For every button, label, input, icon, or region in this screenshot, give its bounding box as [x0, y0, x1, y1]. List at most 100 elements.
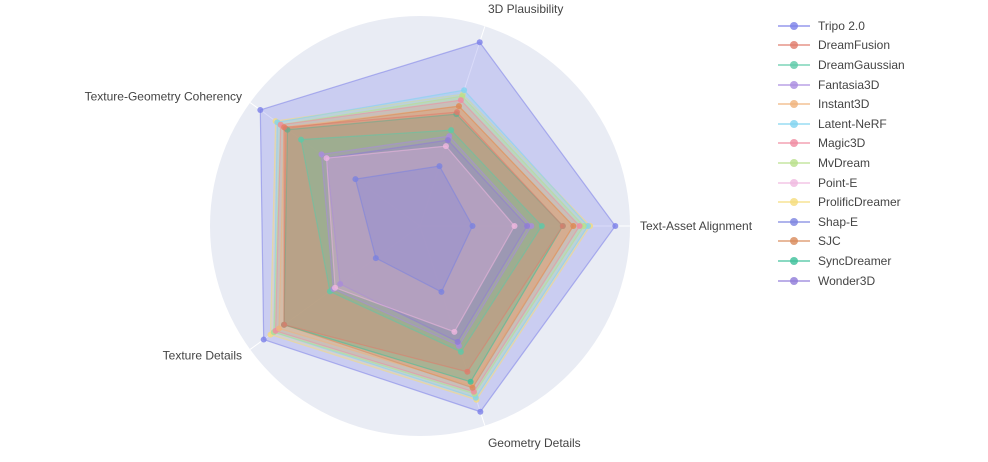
- legend-label: Wonder3D: [818, 273, 876, 288]
- legend-item-magic3d[interactable]: Magic3D: [778, 134, 905, 154]
- legend-label: Fantasia3D: [818, 77, 880, 92]
- data-point[interactable]: [585, 223, 591, 229]
- data-point[interactable]: [281, 124, 288, 131]
- data-point[interactable]: [580, 223, 587, 229]
- data-point[interactable]: [436, 163, 443, 170]
- data-point[interactable]: [444, 137, 451, 144]
- data-point[interactable]: [476, 39, 483, 46]
- axis-label: Text-Asset Alignment: [640, 219, 753, 233]
- legend-marker: [790, 119, 798, 128]
- data-point[interactable]: [442, 143, 449, 150]
- data-point[interactable]: [559, 223, 566, 229]
- data-point[interactable]: [570, 223, 577, 229]
- legend-marker: [790, 198, 798, 207]
- data-point[interactable]: [448, 127, 455, 134]
- series-area[interactable]: [320, 135, 533, 347]
- data-point[interactable]: [612, 223, 619, 229]
- data-point[interactable]: [453, 109, 460, 116]
- legend-item-mvdream[interactable]: MvDream: [778, 153, 905, 173]
- legend-swatch: [778, 276, 810, 286]
- legend-swatch: [778, 236, 810, 246]
- data-point[interactable]: [372, 255, 379, 262]
- series-point-e[interactable]: [323, 143, 518, 335]
- legend-item-instant3d[interactable]: Instant3D: [778, 94, 905, 114]
- data-point[interactable]: [257, 106, 264, 113]
- radar-series: [257, 39, 619, 415]
- axis-label: Geometry Details: [488, 436, 581, 450]
- legend-marker: [790, 80, 798, 89]
- legend-label: Shap-E: [818, 214, 859, 229]
- legend-label: SyncDreamer: [818, 253, 892, 268]
- legend-marker: [790, 178, 798, 187]
- data-point[interactable]: [260, 336, 267, 343]
- legend-swatch: [778, 60, 810, 70]
- legend-item-shap-e[interactable]: Shap-E: [778, 212, 905, 232]
- series-area[interactable]: [300, 129, 543, 353]
- legend-swatch: [778, 197, 810, 207]
- legend-item-fantasia3d[interactable]: Fantasia3D: [778, 75, 905, 95]
- data-point[interactable]: [318, 151, 325, 158]
- data-point[interactable]: [469, 384, 476, 391]
- series-area[interactable]: [354, 165, 474, 293]
- legend-marker: [790, 217, 798, 226]
- legend-marker: [790, 139, 798, 148]
- legend-label: MvDream: [818, 155, 871, 170]
- legend-label: Instant3D: [818, 97, 870, 112]
- data-point[interactable]: [275, 325, 282, 332]
- data-point[interactable]: [469, 223, 476, 229]
- data-point[interactable]: [454, 338, 461, 345]
- series-area[interactable]: [325, 145, 516, 333]
- legend: Tripo 2.0 DreamFusion DreamGaussian Fantasi…: [778, 16, 905, 290]
- series-area[interactable]: [273, 95, 585, 395]
- series-shap-e[interactable]: [352, 163, 476, 295]
- legend-item-dreamgaussian[interactable]: DreamGaussian: [778, 55, 905, 75]
- series-magic3d[interactable]: [272, 97, 583, 395]
- data-point[interactable]: [455, 103, 462, 110]
- legend-item-syncdreamer[interactable]: SyncDreamer: [778, 251, 905, 271]
- data-point[interactable]: [457, 97, 464, 104]
- data-point[interactable]: [281, 321, 288, 328]
- data-point[interactable]: [511, 223, 518, 229]
- series-area[interactable]: [273, 89, 589, 399]
- legend-label: Latent-NeRF: [818, 116, 887, 131]
- data-point[interactable]: [323, 155, 330, 162]
- legend-item-latent-nerf[interactable]: Latent-NeRF: [778, 114, 905, 134]
- legend-item-prolificdreamer[interactable]: ProlificDreamer: [778, 192, 905, 212]
- data-point[interactable]: [337, 281, 344, 288]
- legend-swatch: [778, 256, 810, 266]
- data-point[interactable]: [477, 408, 484, 415]
- data-point[interactable]: [524, 223, 531, 229]
- data-point[interactable]: [352, 176, 359, 183]
- axis-spoke: [419, 26, 486, 227]
- legend-item-wonder3d[interactable]: Wonder3D: [778, 271, 905, 291]
- series-dreamgaussian[interactable]: [298, 127, 545, 355]
- legend-marker: [790, 276, 798, 285]
- data-point[interactable]: [528, 223, 535, 229]
- data-point[interactable]: [464, 368, 471, 375]
- axis-label: Texture Details: [163, 348, 242, 362]
- series-area[interactable]: [274, 99, 581, 393]
- axis-labels: 3D Plausibility Text-Asset Alignment Geome…: [85, 2, 753, 450]
- data-point[interactable]: [576, 223, 583, 229]
- legend-swatch: [778, 99, 810, 109]
- legend-marker: [790, 158, 798, 167]
- legend-marker: [790, 100, 798, 109]
- data-point[interactable]: [457, 348, 464, 355]
- data-point[interactable]: [332, 284, 339, 291]
- data-point[interactable]: [467, 378, 474, 385]
- axis-label: Texture-Geometry Coherency: [85, 90, 242, 104]
- legend-swatch: [778, 158, 810, 168]
- data-point[interactable]: [451, 328, 458, 335]
- data-point[interactable]: [538, 223, 545, 229]
- legend-item-sjc[interactable]: SJC: [778, 232, 905, 252]
- legend-marker: [790, 60, 798, 69]
- legend-item-dreamfusion[interactable]: DreamFusion: [778, 36, 905, 56]
- legend-marker: [790, 237, 798, 246]
- data-point[interactable]: [438, 288, 445, 295]
- data-point[interactable]: [461, 87, 468, 94]
- legend-label: Point-E: [818, 175, 858, 190]
- legend-item-point-e[interactable]: Point-E: [778, 173, 905, 193]
- legend-item-tripo-2-0[interactable]: Tripo 2.0: [778, 16, 905, 36]
- data-point[interactable]: [298, 136, 305, 143]
